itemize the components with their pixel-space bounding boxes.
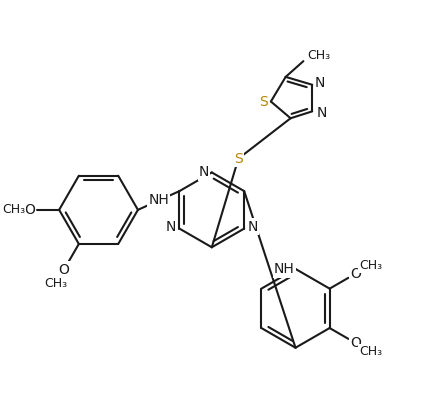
Text: NH: NH xyxy=(148,194,169,208)
Text: O: O xyxy=(350,267,361,281)
Text: S: S xyxy=(234,152,243,166)
Text: N: N xyxy=(248,220,258,234)
Text: CH₃: CH₃ xyxy=(45,277,68,290)
Text: N: N xyxy=(317,106,327,120)
Text: CH₃: CH₃ xyxy=(359,345,382,358)
Text: S: S xyxy=(258,94,267,108)
Text: CH₃: CH₃ xyxy=(307,49,330,62)
Text: CH₃: CH₃ xyxy=(2,203,25,216)
Text: CH₃: CH₃ xyxy=(359,258,382,272)
Text: N: N xyxy=(199,166,209,180)
Text: O: O xyxy=(59,262,69,276)
Text: O: O xyxy=(24,203,35,217)
Text: O: O xyxy=(350,336,361,350)
Text: N: N xyxy=(315,76,325,90)
Text: N: N xyxy=(165,220,176,234)
Text: NH: NH xyxy=(274,262,295,276)
